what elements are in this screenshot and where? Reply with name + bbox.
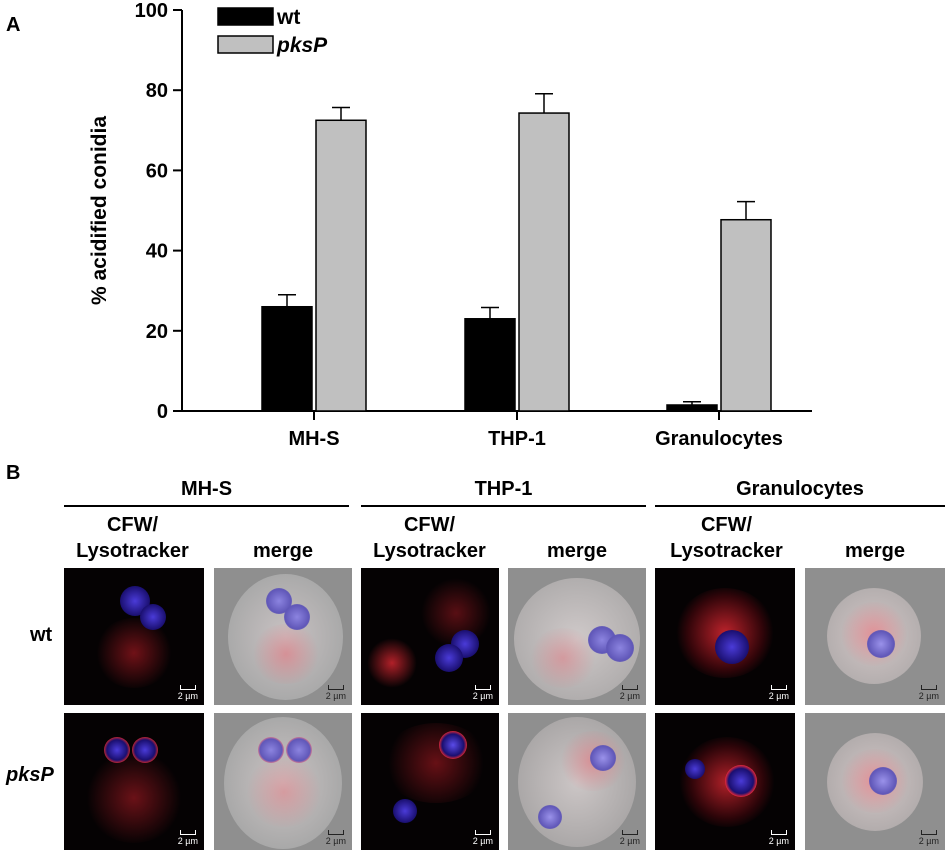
group-title-mhs: MH-S	[180, 478, 233, 500]
scale-bar: 2 µm	[178, 685, 198, 701]
x-tick-label: Granulocytes	[655, 428, 783, 450]
micrograph-mhs-pksp-fluorescence: 2 µm	[64, 713, 204, 850]
group-rule-thp1	[361, 505, 646, 507]
bar-pksp-thp-1	[518, 112, 570, 412]
bar-wt-granulocytes	[666, 404, 718, 412]
micrograph-thp1-pksp-fluorescence: 2 µm	[361, 713, 499, 850]
micrograph-granulocytes-wt-fluorescence: 2 µm	[655, 568, 795, 705]
bar-wt-thp-1	[464, 318, 516, 412]
scale-bar: 2 µm	[620, 830, 640, 846]
y-tick-label: 100	[135, 0, 168, 22]
legend-label-pksp: pksP	[276, 34, 328, 57]
scale-bar: 2 µm	[326, 830, 346, 846]
bar-pksp-mh-s	[315, 119, 367, 412]
panel-b-label: B	[6, 462, 21, 484]
y-tick-label: 80	[146, 80, 168, 102]
bar-wt-mh-s	[261, 305, 313, 412]
x-tick-label: THP-1	[488, 428, 546, 450]
row-label-pksp: pksP	[6, 764, 54, 786]
legend-swatch-wt	[217, 7, 274, 26]
bar-pksp-granulocytes	[720, 218, 772, 412]
col-head-cfw-lysotracker: CFW/ Lysotracker	[670, 514, 783, 562]
scale-bar: 2 µm	[620, 685, 640, 701]
x-tick-label: MH-S	[288, 428, 339, 450]
micrograph-granulocytes-pksp-fluorescence: 2 µm	[655, 713, 795, 850]
col-head-merge: merge	[844, 540, 906, 562]
panel-a-label: A	[6, 14, 21, 36]
group-rule-granulocytes	[655, 505, 945, 507]
micrograph-thp1-wt-fluorescence: 2 µm	[361, 568, 499, 705]
legend-label-wt: wt	[276, 6, 300, 29]
micrograph-mhs-wt-merge: 2 µm	[214, 568, 352, 705]
group-title-thp1: THP-1	[474, 478, 533, 500]
group-title-granulocytes: Granulocytes	[736, 478, 864, 500]
col-head-merge: merge	[546, 540, 608, 562]
legend-swatch-pksp	[217, 35, 274, 54]
y-tick-label: 20	[146, 321, 168, 343]
scale-bar: 2 µm	[178, 830, 198, 846]
col-head-cfw-lysotracker: CFW/ Lysotracker	[373, 514, 486, 562]
micrograph-granulocytes-wt-merge: 2 µm	[805, 568, 945, 705]
scale-bar: 2 µm	[326, 685, 346, 701]
scale-bar: 2 µm	[769, 685, 789, 701]
scale-bar: 2 µm	[473, 830, 493, 846]
micrograph-thp1-pksp-merge: 2 µm	[508, 713, 646, 850]
scale-bar: 2 µm	[473, 685, 493, 701]
micrograph-mhs-pksp-merge: 2 µm	[214, 713, 352, 850]
y-tick-label: 40	[146, 241, 168, 263]
col-head-merge: merge	[252, 540, 314, 562]
col-head-cfw-lysotracker: CFW/ Lysotracker	[76, 514, 189, 562]
bar-chart: 0 20 40 60 80 100 % acidified conidia MH-S THP-1…	[88, 0, 812, 450]
scale-bar: 2 µm	[919, 830, 939, 846]
scale-bar: 2 µm	[919, 685, 939, 701]
y-tick-label: 0	[157, 401, 168, 423]
micrograph-granulocytes-pksp-merge: 2 µm	[805, 713, 945, 850]
micrograph-thp1-wt-merge: 2 µm	[508, 568, 646, 705]
y-tick-label: 60	[146, 160, 168, 182]
y-axis-label: % acidified conidia	[88, 116, 111, 305]
group-rule-mhs	[64, 505, 349, 507]
row-label-wt: wt	[30, 624, 53, 646]
micrograph-mhs-wt-fluorescence: 2 µm	[64, 568, 204, 705]
scale-bar: 2 µm	[769, 830, 789, 846]
